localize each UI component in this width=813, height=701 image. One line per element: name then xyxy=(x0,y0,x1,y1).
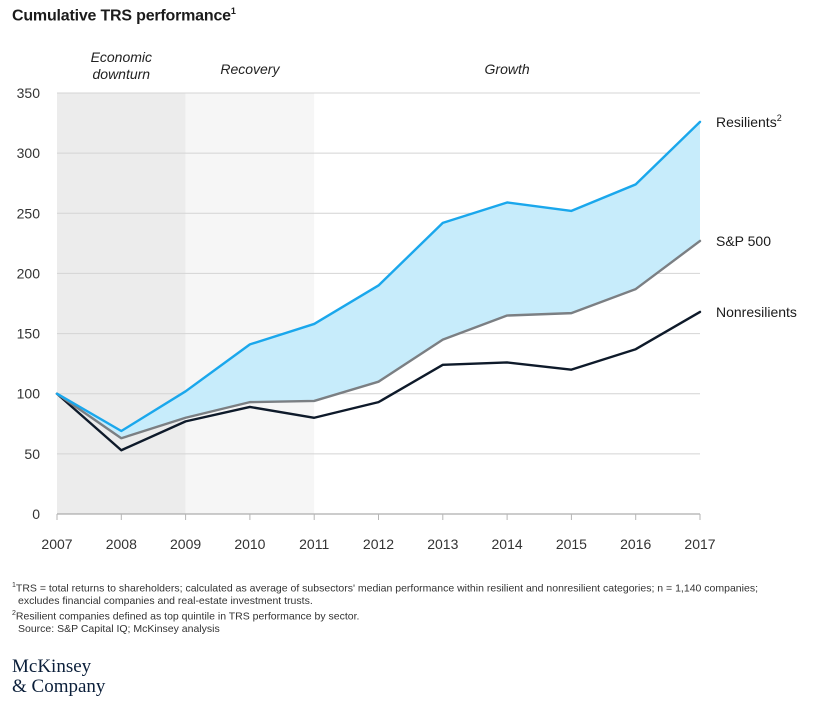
footnote-1: 1TRS = total returns to shareholders; ca… xyxy=(12,582,758,595)
gridlines xyxy=(56,92,701,520)
phase-label-1-0: Recovery xyxy=(220,61,280,77)
phase-label-2-0: Growth xyxy=(485,61,530,77)
phase-label-0-0: Economic xyxy=(91,49,152,65)
x-axis-tick-labels: 2007 2008 2009 2010 2011 2012 2013 2014 2015 2016… xyxy=(41,536,715,552)
x-tick-label-0: 2007 xyxy=(41,536,72,552)
performance-gap-band xyxy=(57,121,700,439)
y-tick-label-1: 50 xyxy=(24,446,40,462)
phase-bg-1 xyxy=(185,93,315,514)
title-footnote-mark: 1 xyxy=(230,6,236,16)
x-tick-label-4: 2011 xyxy=(299,536,329,552)
y-tick-label-7: 350 xyxy=(17,85,41,101)
y-tick-label-3: 150 xyxy=(17,326,41,342)
x-tick-label-7: 2014 xyxy=(492,536,523,552)
footnote-2: 2Resilient companies defined as top quin… xyxy=(12,609,360,623)
x-tick-label-6: 2013 xyxy=(427,536,458,552)
y-axis-tick-labels: 0 50 100 150 200 250 300 350 xyxy=(17,85,41,522)
x-tick-label-1: 2008 xyxy=(106,536,137,552)
phase-label-0-1: downturn xyxy=(93,66,151,82)
logo-line-1: McKinsey xyxy=(12,656,92,677)
mckinsey-logo: McKinsey & Company xyxy=(12,657,105,697)
x-tick-label-3: 2010 xyxy=(234,536,265,552)
series-line-nonresilients xyxy=(55,310,702,452)
series-label-s-p-500: S&P 500 xyxy=(716,233,771,249)
y-tick-label-6: 300 xyxy=(17,145,41,161)
x-tick-label-8: 2015 xyxy=(556,536,587,552)
x-tick-label-5: 2012 xyxy=(363,536,394,552)
footnotes: 1TRS = total returns to shareholders; ca… xyxy=(12,580,802,635)
series-lines xyxy=(55,120,702,452)
series-line-s-p-500 xyxy=(55,239,702,440)
y-tick-label-2: 100 xyxy=(17,386,41,402)
series-label-resilients: Resilients2 xyxy=(716,113,782,130)
series-labels: Resilients2 S&P 500 Nonresilients xyxy=(716,113,797,320)
series-line-resilients xyxy=(55,120,702,433)
y-tick-label-0: 0 xyxy=(32,506,40,522)
phase-bg-0 xyxy=(57,93,186,514)
y-tick-label-4: 200 xyxy=(17,265,41,281)
x-tick-label-9: 2016 xyxy=(620,536,651,552)
logo-line-2: & Company xyxy=(12,676,106,697)
band-area xyxy=(57,121,700,439)
y-tick-label-5: 250 xyxy=(17,205,41,221)
series-label-nonresilients: Nonresilients xyxy=(716,304,797,320)
series-label-note-resilients: 2 xyxy=(777,113,782,123)
chart-title: Cumulative TRS performance1 xyxy=(12,6,236,25)
x-tick-label-2: 2009 xyxy=(170,536,201,552)
footnote-1-continued: excludes financial companies and real-es… xyxy=(18,595,313,607)
source-note: Source: S&P Capital IQ; McKinsey analysi… xyxy=(18,622,220,635)
x-tick-label-10: 2017 xyxy=(684,536,715,552)
